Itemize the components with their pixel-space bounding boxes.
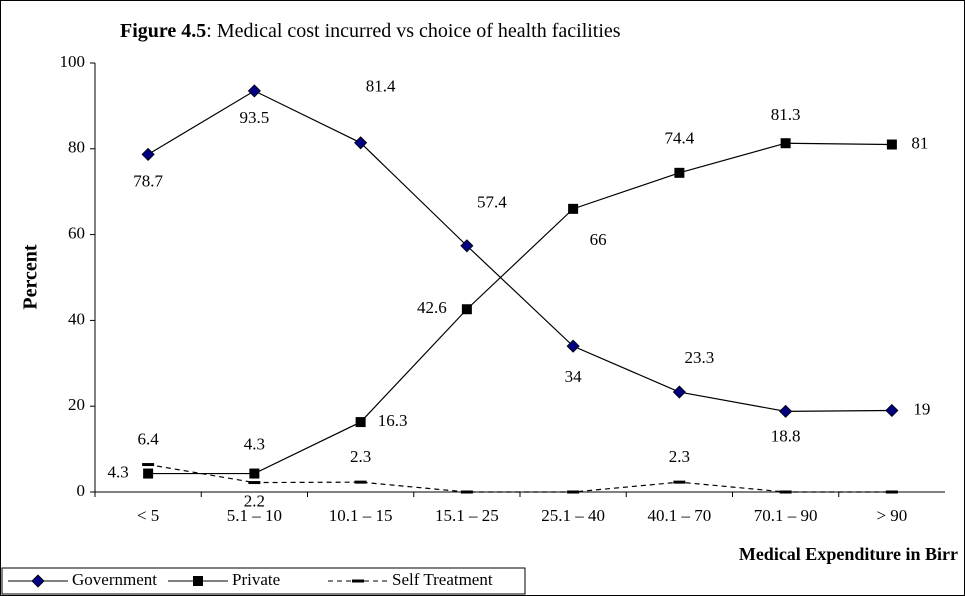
point — [885, 403, 899, 418]
x-tick-label: 40.1 – 70 — [648, 506, 712, 525]
point — [354, 136, 368, 150]
line — [148, 142, 892, 475]
data-label: 4.3 — [108, 462, 129, 481]
data-label: 19 — [913, 399, 930, 418]
point — [460, 239, 474, 253]
title-label: Figure 4.5 — [120, 20, 206, 42]
y-tick-label: 20 — [68, 395, 85, 414]
x-tick-label: 25.1 – 40 — [541, 506, 605, 525]
data-label: 81 — [911, 133, 928, 152]
point — [247, 84, 261, 98]
legend-box — [1, 567, 526, 595]
data-label: 57.4 — [477, 193, 507, 212]
y-tick-label: 40 — [68, 309, 85, 328]
data-label: 66 — [590, 230, 607, 249]
data-label: 81.3 — [771, 105, 801, 124]
y-tick-label: 60 — [68, 224, 85, 243]
x-tick-label: > 90 — [876, 506, 907, 525]
data-label: 34 — [565, 367, 583, 386]
chart-title: Figure 4.5: Medical cost incurred vs cho… — [120, 20, 621, 42]
legend-label: Self Treatment — [392, 570, 493, 589]
point — [886, 139, 897, 150]
x-tick-label: 10.1 – 15 — [329, 506, 393, 525]
legend-label: Private — [232, 570, 280, 589]
y-tick-label: 80 — [68, 138, 85, 157]
point — [568, 203, 579, 214]
y-axis-label: Percent — [20, 244, 42, 309]
point — [780, 138, 791, 149]
x-tick-label: 70.1 – 90 — [754, 506, 818, 525]
x-axis-label: Medical Expenditure in Birr — [739, 544, 958, 564]
x-tick-label: 15.1 – 25 — [435, 506, 499, 525]
data-label: 81.4 — [366, 77, 396, 96]
x-tick-label: < 5 — [137, 506, 159, 525]
data-label: 2.2 — [244, 491, 265, 510]
point — [355, 417, 366, 428]
data-label: 4.3 — [244, 434, 265, 453]
point — [566, 339, 580, 353]
data-label: 18.8 — [771, 426, 801, 445]
legend-label: Government — [72, 570, 157, 589]
point — [461, 304, 472, 315]
data-label: 42.6 — [417, 298, 447, 317]
point — [141, 147, 155, 161]
y-tick-label: 0 — [77, 481, 86, 500]
x-tick-label: 5.1 – 10 — [227, 506, 282, 525]
y-tick-label: 100 — [60, 52, 86, 71]
data-label: 74.4 — [665, 129, 695, 148]
point — [249, 468, 260, 479]
data-label: 16.3 — [378, 411, 408, 430]
title-text: : Medical cost incurred vs choice of hea… — [206, 20, 621, 42]
data-label: 78.7 — [133, 171, 163, 190]
line — [148, 463, 892, 493]
point — [193, 576, 203, 586]
data-label: 2.3 — [669, 447, 690, 466]
data-label: 23.3 — [685, 348, 715, 367]
data-label: 6.4 — [138, 429, 160, 448]
point — [779, 404, 793, 418]
line — [147, 90, 892, 412]
data-label: 2.3 — [350, 447, 371, 466]
data-label: 93.5 — [240, 108, 270, 127]
point — [31, 574, 45, 588]
point — [672, 385, 686, 399]
point — [674, 167, 685, 178]
point — [143, 468, 154, 479]
